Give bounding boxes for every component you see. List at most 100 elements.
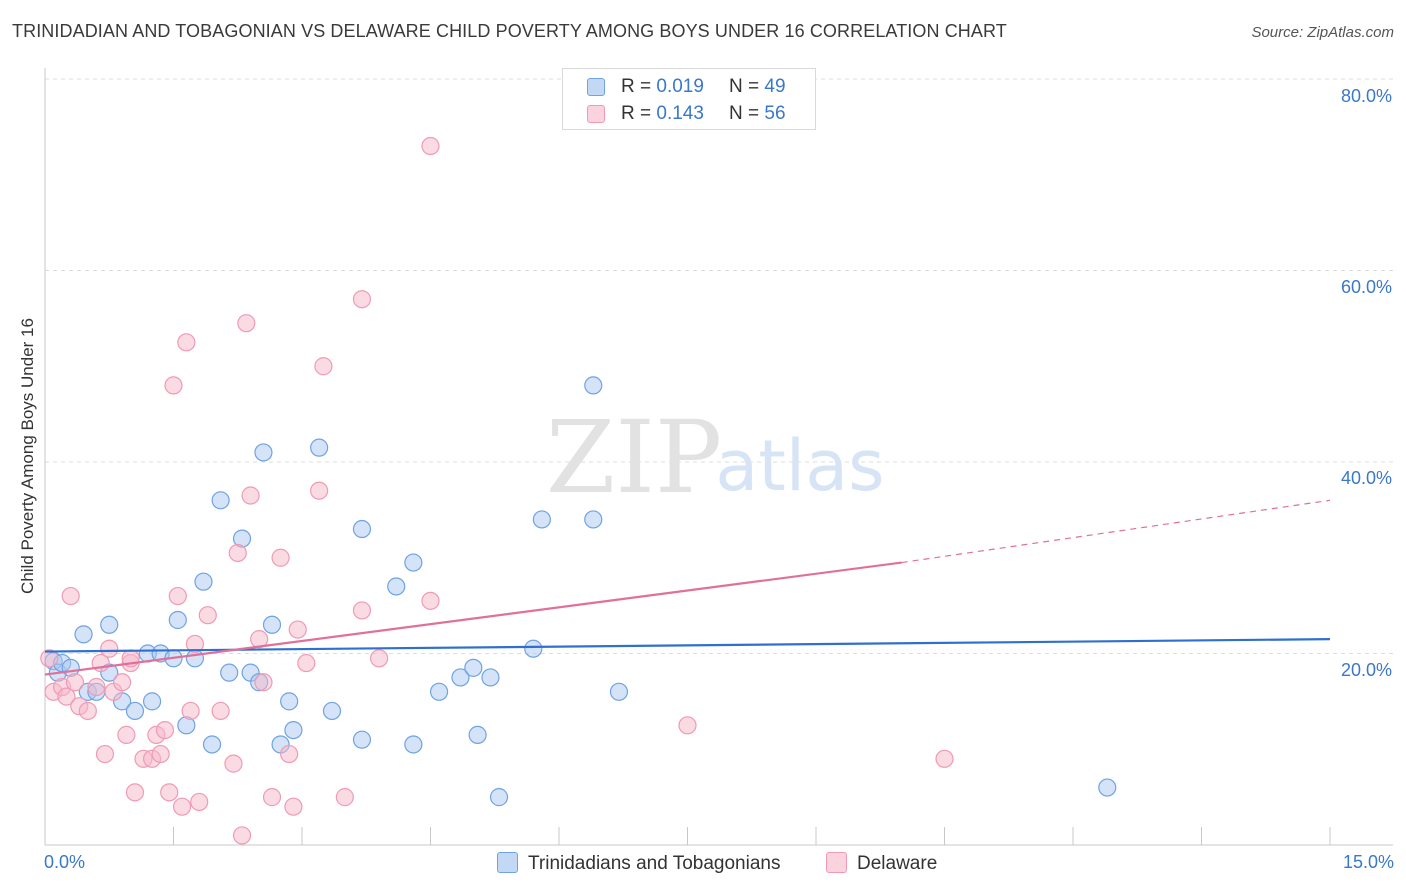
point-trinidadians xyxy=(262,615,282,634)
point-delaware xyxy=(421,591,440,610)
point-delaware xyxy=(87,677,106,697)
y-tick-label: 40.0% xyxy=(1340,468,1392,488)
point-trinidadians xyxy=(404,735,423,754)
point-delaware xyxy=(57,687,76,706)
y-tick-label: 20.0% xyxy=(1340,660,1392,680)
legend-r: R = 0.143 xyxy=(621,103,704,124)
point-delaware xyxy=(177,333,196,352)
point-delaware xyxy=(370,649,389,668)
trend-line-delaware-projection xyxy=(901,499,1331,564)
point-delaware xyxy=(181,701,200,721)
legend-n-value: 49 xyxy=(764,76,786,97)
point-delaware xyxy=(155,720,175,740)
point-delaware xyxy=(78,701,97,721)
legend-r: R = 0.019 xyxy=(621,76,704,97)
legend-r-value: 0.143 xyxy=(656,103,704,124)
point-trinidadians xyxy=(142,692,162,711)
point-trinidadians xyxy=(220,663,239,682)
point-delaware xyxy=(280,744,299,764)
point-delaware xyxy=(100,639,119,658)
point-trinidadians xyxy=(168,610,187,630)
point-delaware xyxy=(284,797,303,816)
legend-swatch-blue xyxy=(587,78,605,96)
watermark-zip: ZIP xyxy=(546,399,722,516)
point-delaware xyxy=(117,725,136,744)
point-delaware xyxy=(237,314,256,333)
legend-n: N = 49 xyxy=(729,76,786,97)
point-delaware xyxy=(151,744,170,764)
legend-n: N = 56 xyxy=(729,103,786,124)
point-delaware xyxy=(254,673,273,692)
point-trinidadians xyxy=(194,572,213,591)
point-trinidadians xyxy=(429,682,449,701)
watermark-atlas: atlas xyxy=(715,425,884,507)
legend-swatch-blue xyxy=(497,852,518,873)
point-delaware xyxy=(421,136,440,156)
y-tick-label: 60.0% xyxy=(1340,277,1392,297)
point-delaware xyxy=(168,586,187,606)
trend-line-trinidadians xyxy=(44,638,1331,653)
point-delaware xyxy=(935,749,954,768)
legend-r-value: 0.019 xyxy=(656,76,704,97)
point-trinidadians xyxy=(125,701,145,721)
point-delaware xyxy=(288,620,307,639)
point-trinidadians xyxy=(584,510,603,529)
legend-label: Trinidadians and Tobagonians xyxy=(528,853,781,874)
point-delaware xyxy=(310,481,329,500)
point-delaware xyxy=(224,754,243,773)
point-delaware xyxy=(271,548,290,567)
point-trinidadians xyxy=(100,615,119,634)
data-points xyxy=(40,136,1117,845)
source-label: Source: ZipAtlas.com xyxy=(1251,24,1394,41)
point-trinidadians xyxy=(280,692,299,711)
point-trinidadians xyxy=(387,577,406,596)
legend-swatch-pink xyxy=(826,852,847,873)
point-delaware xyxy=(172,797,192,816)
y-axis-label: Child Poverty Among Boys Under 16 xyxy=(18,318,37,594)
trend-lines xyxy=(44,499,1331,676)
point-trinidadians xyxy=(211,491,230,510)
legend-item-trinidadians: Trinidadians and Tobagonians xyxy=(497,852,780,876)
point-trinidadians xyxy=(468,725,487,744)
point-delaware xyxy=(297,653,316,673)
point-delaware xyxy=(198,606,217,625)
point-delaware xyxy=(211,701,230,721)
point-trinidadians xyxy=(310,438,329,457)
point-trinidadians xyxy=(322,701,342,721)
point-trinidadians xyxy=(284,720,303,740)
point-trinidadians xyxy=(584,376,603,395)
point-trinidadians xyxy=(74,625,93,644)
point-delaware xyxy=(352,601,372,620)
point-trinidadians xyxy=(609,682,629,701)
x-tick-label-min: 0.0% xyxy=(44,852,86,872)
legend-n-value: 56 xyxy=(764,103,786,124)
point-trinidadians xyxy=(404,553,423,572)
point-delaware xyxy=(241,486,260,505)
point-delaware xyxy=(314,357,333,376)
point-trinidadians xyxy=(352,519,372,539)
point-trinidadians xyxy=(352,730,372,749)
point-trinidadians xyxy=(489,788,509,807)
legend-item-delaware: Delaware xyxy=(826,852,937,876)
point-trinidadians xyxy=(464,658,483,677)
point-trinidadians xyxy=(524,639,543,658)
legend-swatch-pink xyxy=(587,105,605,123)
point-trinidadians xyxy=(1098,778,1117,797)
point-trinidadians xyxy=(532,510,551,529)
point-trinidadians xyxy=(451,668,470,687)
point-delaware xyxy=(65,673,85,692)
point-trinidadians xyxy=(254,443,273,462)
point-trinidadians xyxy=(202,735,222,754)
point-delaware xyxy=(335,788,354,807)
point-delaware xyxy=(95,744,115,764)
point-delaware xyxy=(61,586,80,606)
point-delaware xyxy=(678,716,697,735)
point-delaware xyxy=(160,783,179,802)
trend-line-delaware xyxy=(44,561,902,676)
point-delaware xyxy=(262,788,282,807)
y-tick-label: 80.0% xyxy=(1340,86,1392,106)
point-delaware xyxy=(228,543,247,563)
point-delaware xyxy=(164,376,183,395)
point-delaware xyxy=(185,634,205,654)
